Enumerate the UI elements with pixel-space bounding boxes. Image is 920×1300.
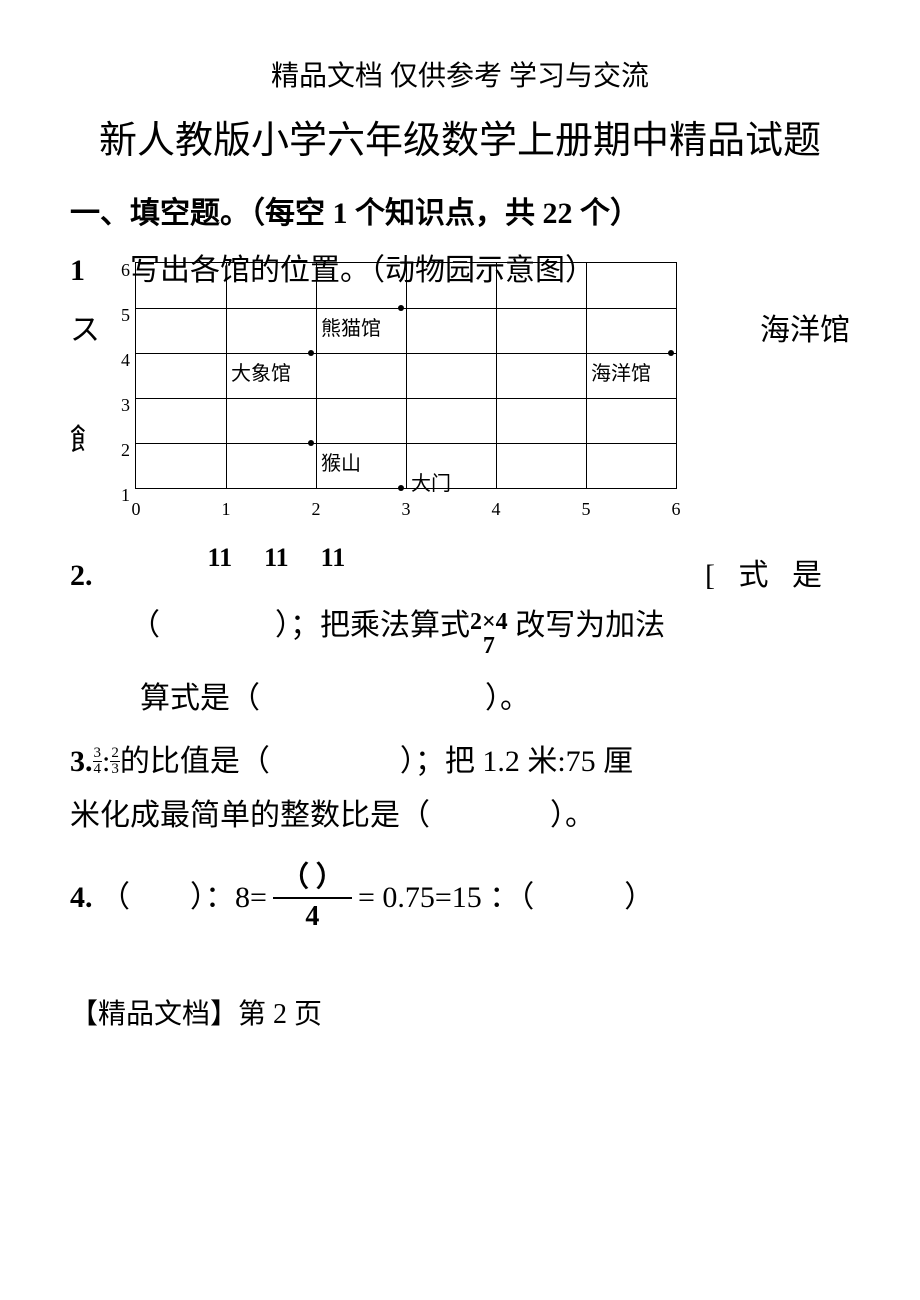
gridline-v bbox=[406, 263, 407, 488]
q2-frac-d: 7 bbox=[483, 633, 495, 659]
zoo-chart: 6 5 4 3 2 1 0 1 2 3 4 5 6 熊猫馆 大象馆 海洋馆 猴山… bbox=[100, 247, 690, 537]
q2-l3b: ）。 bbox=[485, 682, 530, 715]
q4-frac: （ ） 4 bbox=[273, 863, 352, 933]
q3-colon: : bbox=[102, 745, 110, 778]
q4-a: （ bbox=[100, 869, 130, 926]
q1-left-frag-b: 飠 bbox=[70, 412, 100, 469]
q2-num: 2. bbox=[70, 559, 93, 592]
xtick-4: 4 bbox=[486, 492, 506, 526]
q3-f2n: 2 bbox=[110, 746, 120, 762]
q3-t1: 的比值是（ bbox=[120, 745, 270, 778]
chart-grid: 熊猫馆 大象馆 海洋馆 猴山 大门 bbox=[135, 262, 677, 489]
chart-dot bbox=[668, 350, 674, 356]
chart-dot bbox=[398, 485, 404, 491]
q2-frac-n: 2×4 bbox=[470, 609, 508, 635]
xtick-0: 0 bbox=[126, 492, 146, 526]
q1-num: 1 bbox=[70, 254, 85, 287]
q3-frac2: 23 bbox=[110, 746, 120, 777]
chart-label-monkey: 猴山 bbox=[321, 445, 361, 483]
q4-fn: （ ） bbox=[273, 863, 352, 899]
q4-b: ）：8= bbox=[190, 869, 267, 926]
gridline-h bbox=[136, 308, 676, 309]
chart-dot bbox=[398, 305, 404, 311]
chart-label-elephant: 大象馆 bbox=[231, 355, 291, 393]
q1-left-frag-a: ス bbox=[70, 302, 100, 359]
chart-dot bbox=[308, 440, 314, 446]
ytick-6: 6 bbox=[115, 253, 130, 287]
xtick-5: 5 bbox=[576, 492, 596, 526]
q3-t3: 米化成最简单的整数比是（ bbox=[70, 799, 430, 832]
q3-frac1: 34 bbox=[93, 746, 103, 777]
q3-f2d: 3 bbox=[110, 762, 120, 777]
q2-l2a: （ bbox=[130, 609, 160, 642]
question-1-container: 1 写出各馆的位置。（动物园示意图） ス 海洋馆 飠 6 5 4 3 2 1 0… bbox=[70, 247, 850, 547]
q4-fd: 4 bbox=[273, 899, 352, 933]
question-4: 4. （ ）：8= （ ） 4 = 0.75=15 ：（ ） bbox=[70, 863, 850, 933]
gridline-h bbox=[136, 398, 676, 399]
q2-frac: 2×47 bbox=[470, 610, 508, 658]
q2-l2c: 改写为加法 bbox=[515, 609, 665, 642]
q4-d: ） bbox=[624, 869, 654, 926]
gridline-v bbox=[496, 263, 497, 488]
question-3: 3.34:23的比值是（）；把 1.2 米:75 厘 米化成最简单的整数比是（）… bbox=[70, 735, 850, 843]
question-2: 2. 11 11 11 [ 式 是 bbox=[70, 547, 850, 604]
gridline-v bbox=[586, 263, 587, 488]
page-title: 新人教版小学六年级数学上册期中精品试题 bbox=[70, 113, 850, 170]
gridline-h bbox=[136, 443, 676, 444]
ytick-5: 5 bbox=[115, 298, 130, 332]
q3-t4: ）。 bbox=[550, 799, 595, 832]
chart-label-gate: 大门 bbox=[411, 465, 451, 503]
ytick-4: 4 bbox=[115, 343, 130, 377]
q4-num: 4. bbox=[70, 869, 93, 926]
q2-d1: 11 bbox=[208, 545, 233, 571]
chart-dot bbox=[308, 350, 314, 356]
q2-tail: [ 式 是 bbox=[705, 547, 830, 604]
q2-line2: （ ）；把乘法算式2×47 改写为加法 bbox=[70, 604, 850, 652]
xtick-2: 2 bbox=[306, 492, 326, 526]
q3-f1d: 4 bbox=[93, 762, 103, 777]
q2-d3: 11 bbox=[321, 545, 346, 571]
q2-l3a: 算式是（ bbox=[140, 682, 260, 715]
q4-c: = 0.75=15 ：（ bbox=[358, 869, 534, 926]
q2-line3: 算式是（ ）。 bbox=[70, 670, 850, 727]
q2-d2: 11 bbox=[264, 545, 289, 571]
chart-label-panda: 熊猫馆 bbox=[321, 310, 381, 348]
page-footer: 【精品文档】第 2 页 bbox=[70, 988, 850, 1041]
chart-label-ocean: 海洋馆 bbox=[591, 355, 651, 393]
ytick-3: 3 bbox=[115, 388, 130, 422]
gridline-v bbox=[316, 263, 317, 488]
xtick-6: 6 bbox=[666, 492, 686, 526]
ytick-2: 2 bbox=[115, 433, 130, 467]
q3-num: 3. bbox=[70, 745, 93, 778]
q1-right-text: 海洋馆 bbox=[760, 302, 850, 359]
gridline-h bbox=[136, 353, 676, 354]
section-heading: 一、填空题。（每空 1 个知识点，共 22 个） bbox=[70, 185, 850, 242]
q2-l2b: ）；把乘法算式 bbox=[275, 609, 470, 642]
q3-f1n: 3 bbox=[93, 746, 103, 762]
page-header: 精品文档 仅供参考 学习与交流 bbox=[70, 50, 850, 103]
q2-denoms: 11 11 11 bbox=[208, 545, 346, 571]
q3-t2: ）；把 1.2 米:75 厘 bbox=[400, 745, 633, 778]
xtick-1: 1 bbox=[216, 492, 236, 526]
gridline-v bbox=[226, 263, 227, 488]
